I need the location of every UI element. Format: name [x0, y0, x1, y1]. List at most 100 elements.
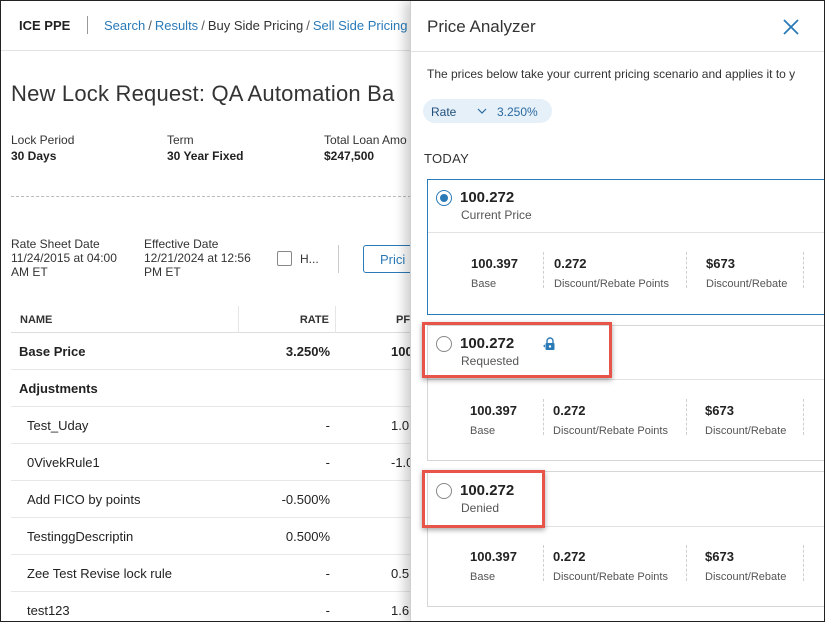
- panel-header: Price Analyzer: [411, 1, 824, 52]
- stat-base-value: 100.397: [470, 403, 517, 418]
- row-rate: -: [325, 603, 330, 618]
- row-name: Base Price: [19, 344, 86, 359]
- effective-date: Effective Date 12/21/2024 at 12:56 PM ET: [144, 237, 251, 279]
- rate-sheet-label: Rate Sheet Date: [11, 237, 100, 251]
- table-row: Test_Uday - 1.0: [11, 407, 431, 444]
- stat-points-value: 0.272: [553, 549, 586, 564]
- stat-dollars-label: Discount/Rebate: [706, 278, 788, 290]
- stat-dollars-value: $673: [705, 549, 734, 564]
- row-name: Zee Test Revise lock rule: [27, 566, 172, 581]
- stat-dollars-label: Discount/Rebate: [705, 571, 787, 583]
- stat-divider: [686, 252, 687, 288]
- stat-points: 0.272 Discount/Rebate Points: [553, 403, 668, 437]
- stat-points-value: 0.272: [553, 403, 586, 418]
- lock-icon: [542, 336, 558, 352]
- total-loan-amount: Total Loan Amo $247,500: [324, 133, 407, 163]
- row-price: 1.6: [391, 603, 410, 618]
- stat-dollars-value: $673: [706, 256, 735, 271]
- rate-sheet-line1: 11/24/2015 at 04:00: [11, 251, 117, 265]
- breadcrumb-results[interactable]: Results: [154, 18, 199, 33]
- breadcrumb-buy-side-pricing: Buy Side Pricing: [207, 18, 304, 33]
- stat-divider: [686, 399, 687, 435]
- row-name: Add FICO by points: [27, 492, 141, 507]
- rate-sheet-date: Rate Sheet Date 11/24/2015 at 04:00 AM E…: [11, 237, 117, 279]
- stat-divider: [686, 545, 687, 581]
- stat-divider: [543, 545, 544, 581]
- price-option-card-requested[interactable]: 100.272 Requested 100.397 Base 0.272 Dis…: [427, 325, 824, 461]
- column-price[interactable]: PF: [396, 314, 411, 326]
- row-price: -1.0: [391, 455, 414, 470]
- stat-divider: [803, 545, 804, 581]
- card-divider: [428, 526, 824, 527]
- stat-divider: [543, 252, 544, 288]
- table-row-base-price: Base Price 3.250% 100.3: [11, 333, 431, 370]
- price-option-card-current[interactable]: 100.272 Current Price 100.397 Base 0.272…: [427, 179, 824, 315]
- price-option-card-denied[interactable]: 100.272 Denied 100.397 Base 0.272 Discou…: [427, 471, 824, 607]
- term-label: Term: [167, 133, 194, 147]
- option-status: Denied: [461, 501, 500, 515]
- row-rate: 0.500%: [285, 529, 330, 544]
- row-rate: -0.500%: [281, 492, 330, 507]
- rate-filter-dropdown[interactable]: Rate: [423, 99, 496, 123]
- option-price: 100.272: [460, 335, 515, 352]
- stat-divider: [803, 399, 804, 435]
- section-divider: [11, 196, 411, 197]
- breadcrumb: Search / Results / Buy Side Pricing / Sell Sid…: [104, 18, 407, 33]
- hedge-checkbox[interactable]: [277, 251, 292, 266]
- stat-base: 100.397 Base: [470, 403, 517, 437]
- breadcrumb-sell-side-pricing[interactable]: Sell Side Pricing: [312, 18, 408, 33]
- breadcrumb-separator: /: [201, 18, 205, 33]
- price-option-radio[interactable]: [436, 190, 452, 206]
- chevron-down-icon: [476, 105, 488, 120]
- today-section-label: TODAY: [424, 151, 470, 166]
- stat-divider: [543, 399, 544, 435]
- toolbar-divider: [338, 245, 339, 273]
- stat-points: 0.272 Discount/Rebate Points: [553, 549, 668, 583]
- stat-dollars-value: $673: [705, 403, 734, 418]
- breadcrumb-search[interactable]: Search: [104, 18, 146, 33]
- lock-period: Lock Period 30 Days: [11, 133, 74, 163]
- close-icon-graphic: [783, 19, 799, 35]
- breadcrumb-separator: /: [148, 18, 152, 33]
- row-name: TestinggDescriptin: [27, 529, 134, 544]
- row-name: test123: [27, 603, 70, 618]
- rate-filter-label: Rate: [431, 105, 457, 119]
- table-row: Zee Test Revise lock rule - 0.5: [11, 555, 431, 592]
- stat-divider: [803, 252, 804, 288]
- table-row-adjustments: Adjustments: [11, 370, 431, 407]
- stat-points-value: 0.272: [554, 256, 587, 271]
- term-value: 30 Year Fixed: [167, 149, 244, 163]
- lock-period-value: 30 Days: [11, 149, 57, 163]
- table-row: 0VivekRule1 - -1.0: [11, 444, 431, 481]
- column-name[interactable]: NAME: [20, 314, 53, 326]
- column-rate[interactable]: RATE: [238, 306, 336, 333]
- card-divider: [428, 379, 824, 380]
- stat-points: 0.272 Discount/Rebate Points: [554, 256, 669, 290]
- stat-dollars-label: Discount/Rebate: [705, 425, 787, 437]
- card-divider: [428, 232, 824, 233]
- effective-line1: 12/21/2024 at 12:56: [144, 251, 251, 265]
- rate-filter-value: 3.250%: [488, 99, 552, 123]
- row-name: 0VivekRule1: [27, 455, 100, 470]
- price-option-radio[interactable]: [436, 336, 452, 352]
- breadcrumb-separator: /: [306, 18, 310, 33]
- row-rate: -: [325, 455, 330, 470]
- term: Term 30 Year Fixed: [167, 133, 244, 163]
- stat-base-label: Base: [470, 571, 496, 583]
- stat-base-label: Base: [471, 278, 497, 290]
- effective-line2: PM ET: [144, 265, 181, 279]
- effective-label: Effective Date: [144, 237, 219, 251]
- price-option-radio[interactable]: [436, 483, 452, 499]
- panel-title: Price Analyzer: [427, 17, 536, 36]
- brand-divider: [87, 16, 88, 34]
- stat-points-label: Discount/Rebate Points: [554, 278, 669, 290]
- hedge-checkbox-label: H...: [300, 252, 319, 266]
- row-rate: 3.250%: [285, 344, 330, 359]
- close-icon[interactable]: [781, 17, 801, 37]
- stat-base-label: Base: [470, 425, 496, 437]
- row-name: Test_Uday: [27, 418, 89, 433]
- lock-period-label: Lock Period: [11, 133, 75, 147]
- loan-amount-label: Total Loan Amo: [324, 133, 407, 147]
- row-price: 1.0: [391, 418, 410, 433]
